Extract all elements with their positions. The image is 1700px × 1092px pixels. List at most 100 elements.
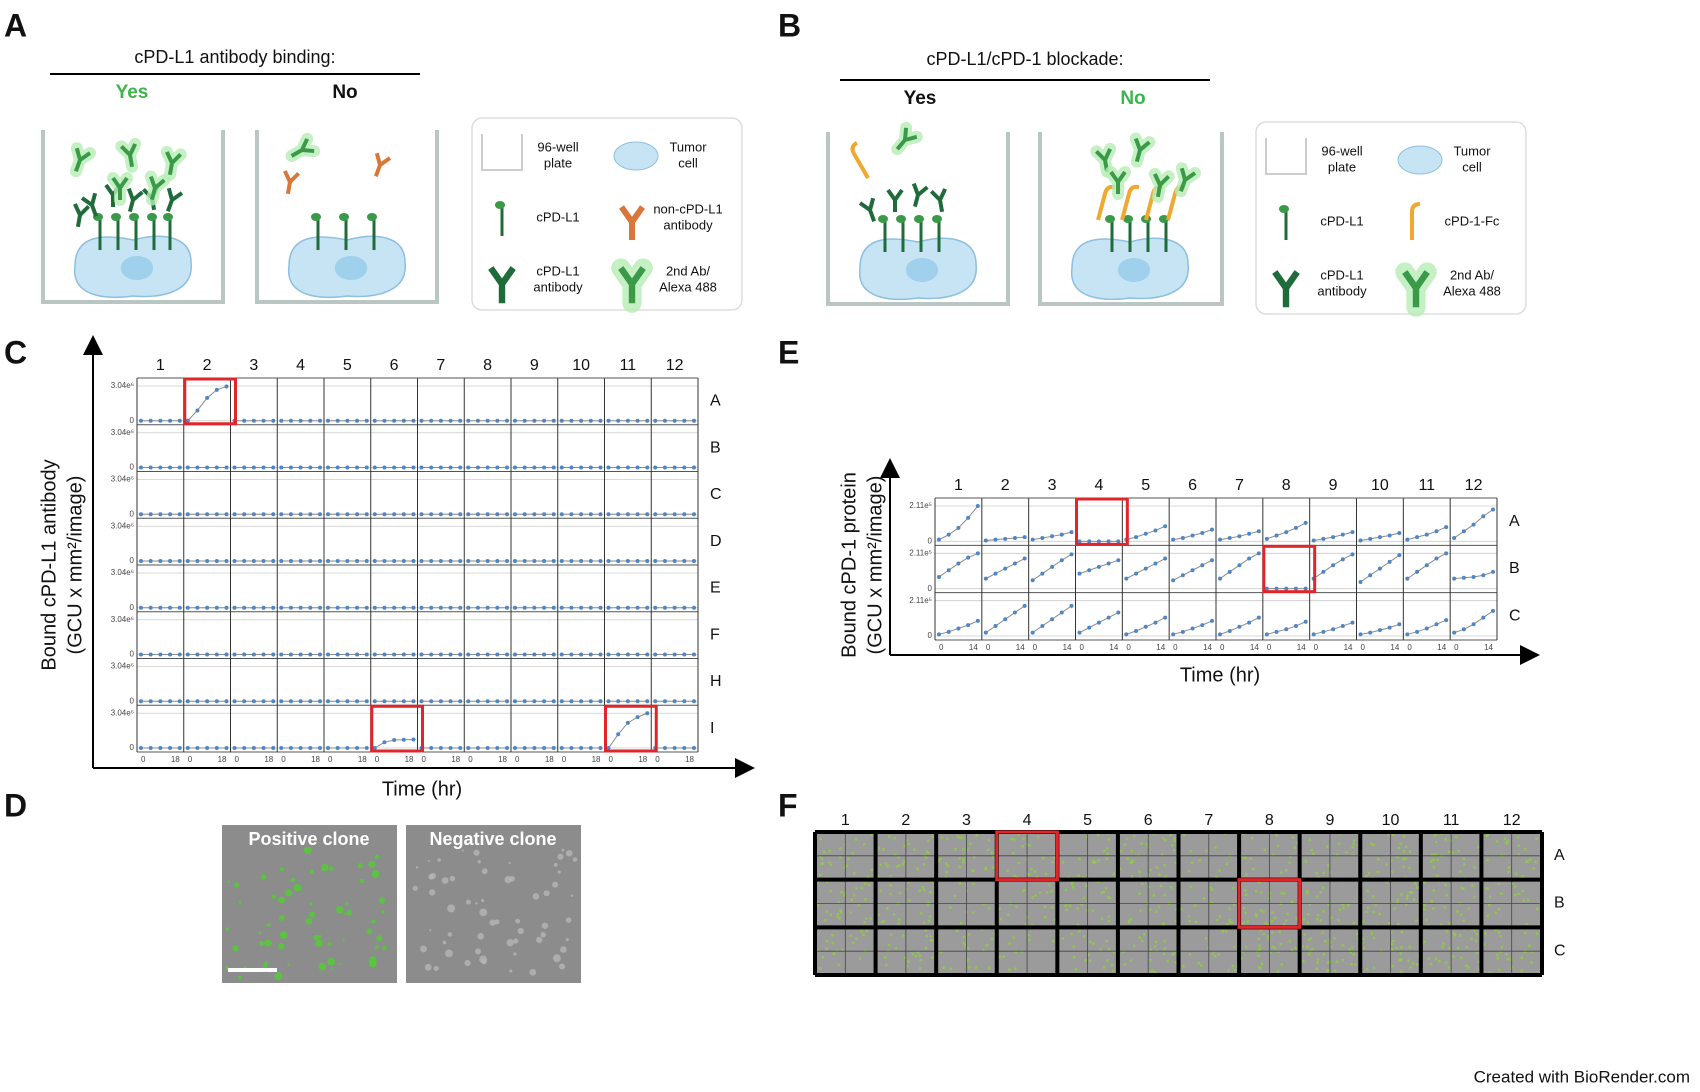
green-speckle (1525, 922, 1528, 926)
green-speckle (942, 966, 946, 970)
green-speckle (991, 855, 995, 858)
cpd-l1-head (1159, 215, 1169, 223)
green-speckle (860, 886, 864, 890)
green-speckle (1423, 908, 1426, 911)
data-point (419, 512, 424, 517)
green-speckle (1162, 837, 1165, 840)
data-point (672, 418, 677, 423)
data-point (261, 699, 266, 704)
green-speckle (821, 955, 825, 959)
green-speckle (1342, 906, 1345, 910)
green-speckle (892, 912, 896, 916)
green-speckle (1020, 950, 1024, 953)
data-point (662, 652, 667, 657)
green-speckle (1211, 952, 1215, 955)
cell-texture (378, 897, 386, 904)
green-speckle (1448, 947, 1451, 950)
green-speckle (1123, 963, 1126, 966)
green-speckle (1106, 847, 1109, 850)
data-point (1397, 622, 1402, 627)
data-point (261, 746, 266, 750)
green-speckle (1217, 952, 1220, 956)
green-speckle (1199, 964, 1203, 967)
green-speckle (1443, 906, 1447, 909)
data-point (298, 746, 303, 750)
green-speckle (1194, 904, 1197, 907)
green-speckle (1148, 908, 1152, 911)
data-point (588, 465, 593, 470)
cell-texture (368, 956, 377, 965)
green-speckle (1189, 885, 1193, 889)
green-speckle (1006, 913, 1010, 917)
antibody-shape (619, 205, 645, 240)
green-speckle (1316, 961, 1319, 964)
row-label: A (710, 393, 721, 410)
column-label: 2 (1001, 477, 1010, 494)
legend-text: cPD-L1 (536, 209, 579, 224)
green-speckle (926, 903, 930, 906)
cell-texture (382, 945, 387, 951)
green-speckle (1515, 872, 1518, 876)
data-point (1424, 563, 1429, 568)
antibody-shape (911, 182, 929, 208)
data-point (195, 512, 200, 517)
green-speckle (1423, 903, 1426, 907)
data-point (1143, 624, 1148, 629)
data-point (1444, 525, 1449, 530)
data-point (542, 465, 547, 470)
data-point (298, 418, 303, 423)
data-point (1405, 576, 1410, 581)
green-speckle (965, 889, 969, 892)
green-speckle (1397, 922, 1400, 926)
data-point (1106, 539, 1111, 544)
x-tick-label: 14 (1297, 643, 1306, 652)
data-point (411, 737, 416, 742)
green-speckle (1034, 894, 1037, 897)
green-speckle (1319, 890, 1323, 894)
cell-texture (445, 949, 453, 958)
green-speckle (1416, 886, 1419, 889)
green-speckle (1351, 946, 1354, 949)
data-point (937, 632, 941, 637)
data-point (438, 559, 443, 563)
green-speckle (1204, 937, 1208, 940)
antibody (488, 266, 516, 304)
data-point (485, 512, 490, 517)
green-speckle (1096, 833, 1100, 837)
data-point (1264, 632, 1269, 637)
green-speckle (1308, 903, 1312, 906)
green-speckle (843, 843, 847, 846)
data-point (271, 699, 276, 704)
green-speckle (1026, 872, 1030, 876)
green-speckle (1182, 964, 1185, 968)
highlight-box (1262, 544, 1317, 594)
data-point (1171, 537, 1176, 542)
secondary-antibody (891, 121, 923, 156)
data-point (495, 746, 500, 750)
green-speckle (822, 850, 826, 854)
row-label: B (1554, 895, 1565, 912)
data-point (288, 699, 293, 704)
antibody-shape (1179, 167, 1197, 192)
data-point (251, 605, 256, 610)
green-speckle (864, 917, 868, 920)
data-point (298, 699, 303, 704)
green-speckle (1275, 834, 1278, 837)
green-speckle (1445, 930, 1448, 933)
data-point (429, 652, 434, 657)
data-point (318, 512, 322, 517)
green-speckle (882, 920, 886, 923)
antibody (80, 192, 98, 217)
data-point (1069, 603, 1074, 608)
green-speckle (839, 847, 842, 850)
green-speckle (1291, 836, 1294, 839)
cell-texture (279, 867, 284, 872)
data-point (438, 418, 443, 423)
green-speckle (1166, 959, 1170, 963)
green-speckle (1407, 959, 1410, 962)
green-speckle (1392, 939, 1395, 943)
green-speckle (963, 943, 967, 947)
data-point (364, 465, 369, 470)
green-speckle (1475, 932, 1479, 936)
data-point (956, 525, 961, 530)
